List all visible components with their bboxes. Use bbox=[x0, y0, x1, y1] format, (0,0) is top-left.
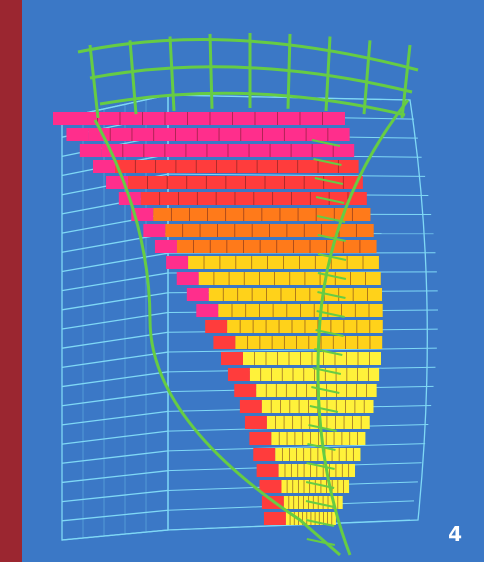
box-front-face bbox=[167, 94, 428, 531]
funnel-meridian bbox=[286, 33, 292, 109]
funnel-rung bbox=[305, 481, 335, 489]
funnel-rung bbox=[313, 158, 342, 166]
box-slice-line bbox=[61, 371, 169, 388]
layer-band bbox=[196, 304, 219, 317]
funnel-rung bbox=[311, 139, 341, 147]
box-slice-line bbox=[61, 430, 169, 445]
funnel-rung bbox=[306, 519, 335, 527]
funnel-rung bbox=[305, 500, 335, 508]
funnel-meridian bbox=[324, 36, 332, 112]
layer-band bbox=[256, 464, 279, 477]
funnel-rung bbox=[311, 386, 340, 394]
funnel-rung bbox=[316, 310, 345, 318]
box-slice-line bbox=[61, 351, 169, 369]
funnel-meridian bbox=[168, 36, 176, 112]
box-slice-line bbox=[61, 252, 169, 273]
layer-band bbox=[259, 480, 282, 493]
layer-band bbox=[239, 400, 262, 413]
layer-band bbox=[249, 432, 272, 445]
funnel-rung bbox=[307, 443, 336, 451]
funnel-rung bbox=[308, 424, 337, 432]
funnel-edge-left bbox=[93, 119, 341, 557]
layer-band bbox=[263, 512, 286, 525]
funnel-rung bbox=[314, 348, 343, 356]
box-slice-line bbox=[61, 470, 169, 484]
funnel-rung bbox=[312, 367, 342, 375]
box-slice-line bbox=[61, 529, 169, 541]
layer-band bbox=[66, 128, 89, 141]
funnel-rung bbox=[317, 234, 346, 242]
layer-band bbox=[244, 416, 267, 429]
funnel-rung bbox=[317, 272, 347, 280]
layer-band bbox=[205, 320, 228, 333]
box-slice-line bbox=[167, 173, 426, 177]
layer-band bbox=[253, 448, 276, 461]
layer-band bbox=[234, 384, 257, 397]
side-band bbox=[0, 0, 22, 562]
layer-band bbox=[176, 272, 199, 285]
layer-band bbox=[220, 352, 243, 365]
box-slice-line bbox=[167, 443, 426, 452]
funnel-meridian bbox=[362, 40, 372, 115]
funnel-rung bbox=[315, 329, 344, 337]
layer-band bbox=[227, 368, 250, 381]
funnel-rung bbox=[306, 462, 335, 470]
funnel-meridian bbox=[400, 44, 412, 119]
box-slice-line bbox=[61, 272, 169, 292]
layer-band bbox=[213, 336, 236, 349]
funnel-rung bbox=[317, 253, 347, 261]
layer-band bbox=[186, 288, 209, 301]
funnel-rung bbox=[309, 405, 339, 413]
box-slice-line bbox=[61, 410, 169, 426]
box-slice-line bbox=[61, 509, 169, 522]
funnel-meridian bbox=[88, 44, 100, 119]
funnel-meridian bbox=[208, 33, 214, 109]
box-slice-line bbox=[61, 390, 169, 407]
colored-layer-mesh bbox=[53, 112, 383, 525]
funnel-rung bbox=[306, 538, 336, 546]
box-slice-line bbox=[167, 347, 437, 353]
box-slice-line bbox=[61, 450, 169, 464]
funnel-meridian bbox=[128, 40, 138, 115]
layer-band bbox=[79, 144, 102, 157]
page-number: 4 bbox=[448, 522, 462, 546]
layer-band bbox=[93, 160, 116, 173]
layer-band bbox=[143, 224, 166, 237]
funnel-rung bbox=[315, 196, 345, 204]
box-slice-line bbox=[61, 489, 169, 503]
layer-band bbox=[166, 256, 189, 269]
funnel-rung bbox=[316, 215, 346, 223]
funnel-rung bbox=[317, 291, 346, 299]
layer-band bbox=[154, 240, 177, 253]
layer-band bbox=[53, 112, 75, 125]
funnel-rung bbox=[314, 177, 344, 185]
green-funnel-mesh bbox=[77, 33, 419, 557]
